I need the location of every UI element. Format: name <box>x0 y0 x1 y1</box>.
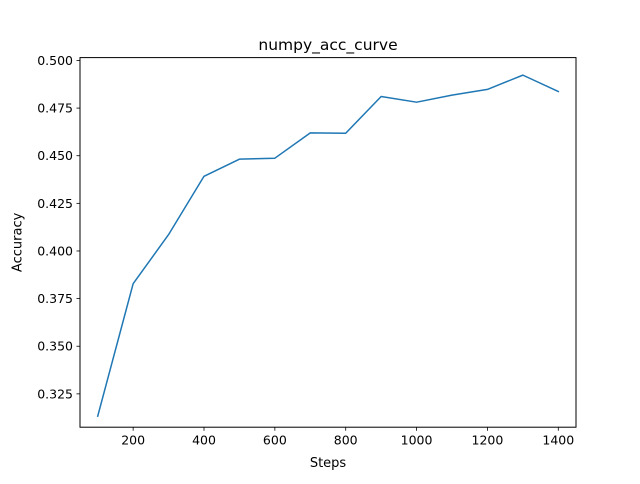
y-tick-label: 0.325 <box>37 386 73 401</box>
x-tick-label: 400 <box>192 433 216 448</box>
chart-title: numpy_acc_curve <box>258 36 397 55</box>
x-axis-label: Steps <box>310 456 347 471</box>
y-axis: 0.325 0.350 0.375 0.400 0.425 0.450 0.475 0.500 <box>37 53 80 401</box>
y-tick-label: 0.350 <box>37 339 73 354</box>
plot-area <box>96 74 560 418</box>
y-tick-label: 0.375 <box>37 291 73 306</box>
y-tick-label: 0.400 <box>37 243 73 258</box>
y-tick-label: 0.425 <box>37 196 73 211</box>
x-axis: 200 400 600 800 1000 1200 1400 <box>121 427 574 448</box>
x-tick-label: 1200 <box>472 433 504 448</box>
accuracy-series-line <box>96 74 560 418</box>
x-tick-label: 600 <box>263 433 287 448</box>
y-tick-label: 0.450 <box>37 148 73 163</box>
x-tick-label: 200 <box>121 433 145 448</box>
plot-frame <box>79 57 577 428</box>
y-axis-label: Accuracy <box>11 212 26 272</box>
y-tick-label: 0.475 <box>37 101 73 116</box>
x-tick-label: 800 <box>334 433 358 448</box>
x-tick-label: 1000 <box>401 433 433 448</box>
x-tick-label: 1400 <box>542 433 574 448</box>
y-tick-label: 0.500 <box>37 53 73 68</box>
